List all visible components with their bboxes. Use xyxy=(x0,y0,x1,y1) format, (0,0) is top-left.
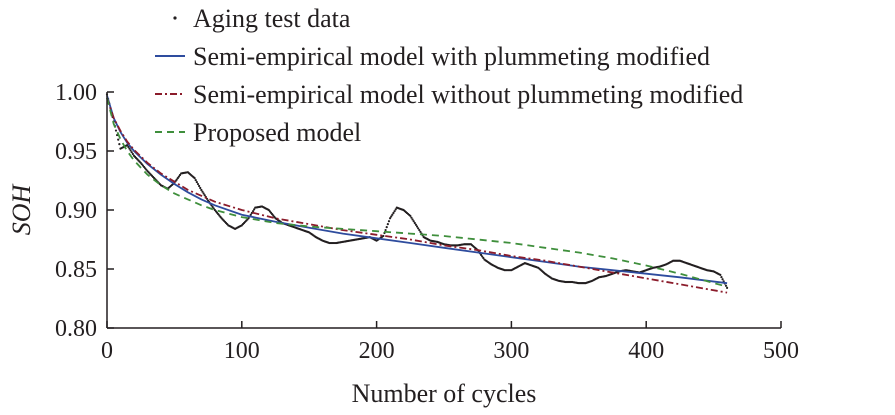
x-tick-label: 500 xyxy=(763,338,799,364)
data-point xyxy=(393,210,396,213)
data-point xyxy=(482,256,485,260)
data-point xyxy=(414,223,418,226)
x-ticks: 0 100 200 300 400 500 xyxy=(101,321,799,364)
data-point xyxy=(212,207,215,210)
data-point xyxy=(390,215,393,218)
data-point xyxy=(196,182,200,186)
data-point xyxy=(725,286,729,289)
x-tick-label: 0 xyxy=(101,338,113,364)
data-point xyxy=(388,217,392,220)
aging-test-data-points xyxy=(105,93,729,289)
y-tick-label: 0.95 xyxy=(55,139,97,165)
data-point xyxy=(413,221,416,225)
data-point xyxy=(247,217,250,220)
data-point xyxy=(194,179,197,182)
legend-marker-0 xyxy=(173,16,177,20)
data-point xyxy=(721,278,724,281)
data-point xyxy=(195,180,198,184)
y-tick-label: 0.85 xyxy=(55,257,97,283)
y-axis-title: SOH xyxy=(7,184,36,236)
data-point xyxy=(202,192,205,195)
data-point xyxy=(128,147,131,150)
data-point xyxy=(724,284,728,287)
x-tick-label: 400 xyxy=(628,338,664,364)
legend-label-0: Aging test data xyxy=(193,4,351,33)
y-tick-label: 0.90 xyxy=(55,198,97,224)
data-point xyxy=(127,145,130,148)
data-point xyxy=(249,213,252,216)
data-point xyxy=(199,186,202,190)
data-point xyxy=(411,218,414,221)
data-point xyxy=(200,188,203,192)
data-point xyxy=(720,275,723,279)
series-line-2 xyxy=(106,97,728,294)
data-point xyxy=(394,208,397,211)
data-point xyxy=(253,208,256,211)
data-point xyxy=(387,220,391,223)
data-point xyxy=(415,225,419,228)
data-point xyxy=(131,152,134,156)
series-line-3 xyxy=(106,97,728,288)
data-point xyxy=(201,190,204,193)
data-point xyxy=(130,151,133,154)
x-axis-title: Number of cycles xyxy=(352,379,537,408)
data-point xyxy=(175,178,178,181)
data-point xyxy=(385,226,388,229)
data-point xyxy=(207,199,210,202)
data-point xyxy=(481,255,484,258)
data-point xyxy=(251,210,255,213)
data-point xyxy=(410,216,413,219)
data-point xyxy=(391,213,394,216)
x-tick-label: 100 xyxy=(224,338,260,364)
data-point xyxy=(719,273,722,276)
data-point xyxy=(198,184,201,188)
data-point xyxy=(177,175,180,178)
data-point xyxy=(118,143,121,146)
data-point xyxy=(129,149,132,152)
plot-area xyxy=(105,93,729,294)
legend-label-3: Proposed model xyxy=(193,118,361,147)
series-layer xyxy=(105,93,729,294)
data-point xyxy=(418,228,421,232)
legend-label-2: Semi-empirical model without plummeting … xyxy=(193,80,743,109)
data-point xyxy=(392,211,395,215)
data-point xyxy=(409,214,412,217)
legend-label-1: Semi-empirical model with plummeting mod… xyxy=(193,42,710,71)
legend: Aging test data Semi-empirical model with… xyxy=(155,4,743,147)
data-point xyxy=(117,138,120,141)
data-point xyxy=(178,173,182,177)
data-point xyxy=(382,234,385,238)
x-tick-label: 300 xyxy=(493,338,529,364)
data-point xyxy=(417,227,420,230)
data-point xyxy=(114,129,118,132)
data-point xyxy=(412,220,415,223)
data-point xyxy=(419,230,422,233)
data-point xyxy=(479,253,483,256)
data-point xyxy=(176,177,179,180)
y-tick-label: 0.80 xyxy=(55,316,97,342)
x-tick-label: 200 xyxy=(359,338,395,364)
data-point xyxy=(203,194,206,197)
y-ticks: 0.80 0.85 0.90 0.95 1.00 xyxy=(55,80,114,342)
data-point xyxy=(386,223,389,226)
data-point xyxy=(193,177,196,180)
y-tick-label: 1.00 xyxy=(55,80,97,106)
data-point xyxy=(384,228,387,232)
data-point xyxy=(211,205,214,208)
